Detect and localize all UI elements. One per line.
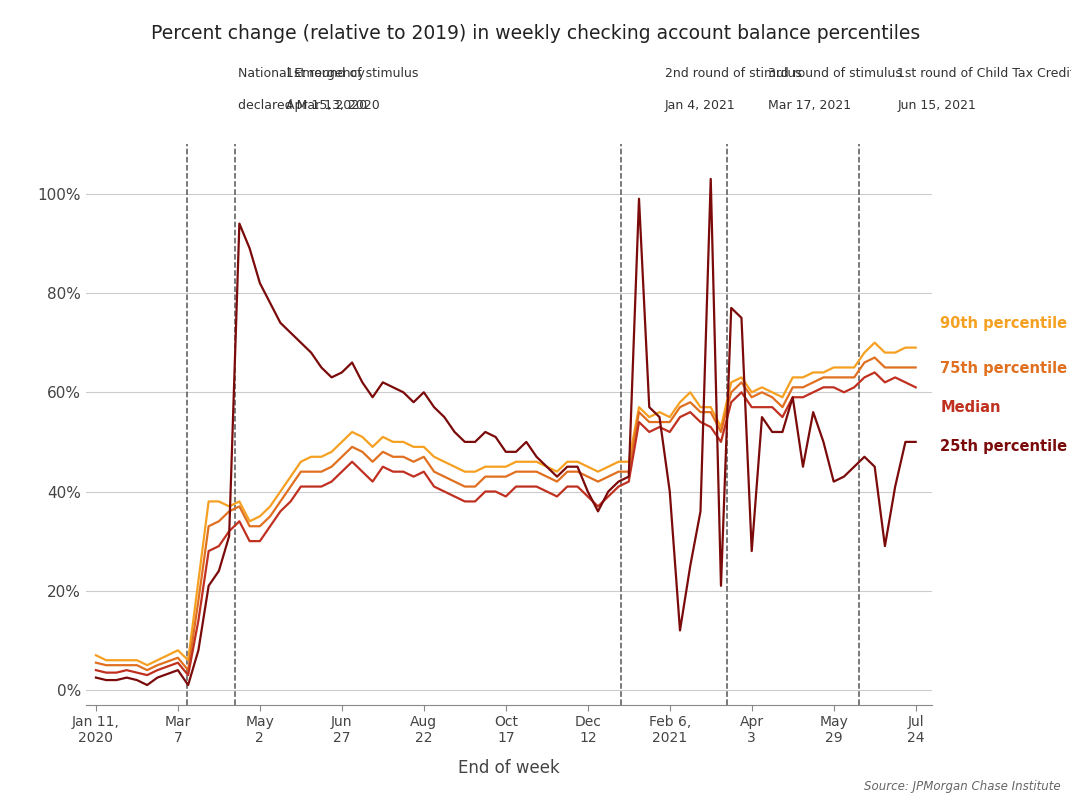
Text: Median: Median [940, 400, 1000, 415]
Text: declared Mar 13, 2020: declared Mar 13, 2020 [239, 99, 380, 112]
Text: 25th percentile: 25th percentile [940, 440, 1068, 454]
Text: Jan 4, 2021: Jan 4, 2021 [665, 99, 736, 112]
Text: 1st round of stimulus: 1st round of stimulus [286, 67, 418, 80]
Text: 2nd round of stimulus: 2nd round of stimulus [665, 67, 802, 80]
Text: Apr 15, 2020: Apr 15, 2020 [286, 99, 367, 112]
Text: National Emergency: National Emergency [239, 67, 365, 80]
Text: 75th percentile: 75th percentile [940, 361, 1068, 376]
Text: Percent change (relative to 2019) in weekly checking account balance percentiles: Percent change (relative to 2019) in wee… [151, 24, 920, 43]
X-axis label: End of week: End of week [457, 759, 560, 778]
Text: Source: JPMorgan Chase Institute: Source: JPMorgan Chase Institute [863, 780, 1060, 793]
Text: 3rd round of stimulus: 3rd round of stimulus [768, 67, 902, 80]
Text: 1st round of Child Tax Credit: 1st round of Child Tax Credit [897, 67, 1071, 80]
Text: Mar 17, 2021: Mar 17, 2021 [768, 99, 851, 112]
Text: Jun 15, 2021: Jun 15, 2021 [897, 99, 977, 112]
Text: 90th percentile: 90th percentile [940, 316, 1068, 331]
